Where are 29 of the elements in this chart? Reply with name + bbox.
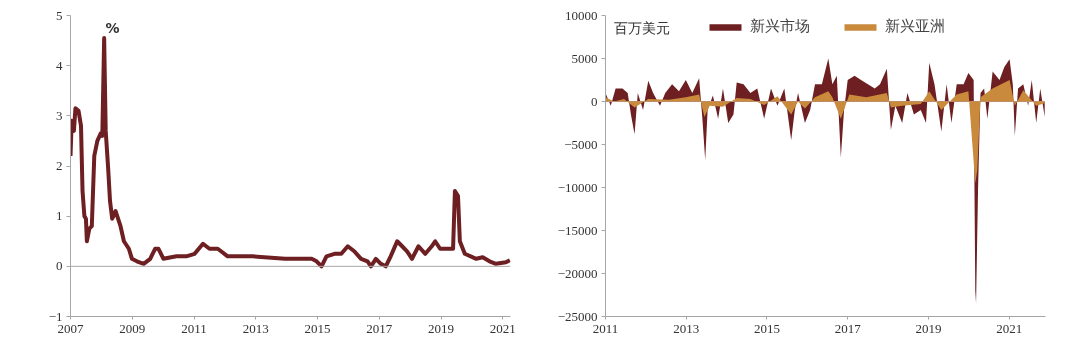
y-tick-label: −15000	[557, 222, 598, 238]
legend-label: 新兴亚洲	[885, 17, 945, 36]
x-tick-label: 2021	[489, 320, 516, 336]
y-tick-label: 10000	[565, 7, 598, 23]
x-tick-label: 2019	[915, 320, 942, 336]
x-tick-label: 2019	[428, 320, 455, 336]
x-tick-label: 2009	[119, 320, 146, 336]
x-tick-label: 2021	[996, 320, 1023, 336]
y-tick-label: 1	[56, 208, 63, 224]
y-tick-label: −10000	[557, 179, 598, 195]
y-tick-label: 5	[56, 7, 63, 23]
y-tick-label: 5000	[571, 50, 598, 66]
x-tick-label: 2015	[753, 320, 780, 336]
y-tick-label: 0	[591, 93, 598, 109]
x-tick-label: 2017	[366, 320, 393, 336]
y-axis-title: 百万美元	[613, 20, 670, 36]
y-tick-label: 4	[56, 57, 63, 73]
x-tick-label: 2017	[834, 320, 862, 336]
y-tick-label: −20000	[557, 265, 598, 281]
y-tick-label: 2	[56, 158, 63, 173]
legend-label: 新兴市场	[750, 17, 810, 36]
y-axis-title: %	[105, 19, 120, 36]
y-tick-label: 0	[56, 258, 63, 274]
y-tick-label: 3	[56, 107, 63, 123]
x-tick-label: 2011	[181, 320, 207, 336]
x-tick-label: 2013	[673, 320, 700, 336]
y-tick-label: −5000	[564, 136, 598, 152]
x-tick-label: 2015	[304, 320, 331, 336]
x-tick-label: 2013	[242, 320, 269, 336]
